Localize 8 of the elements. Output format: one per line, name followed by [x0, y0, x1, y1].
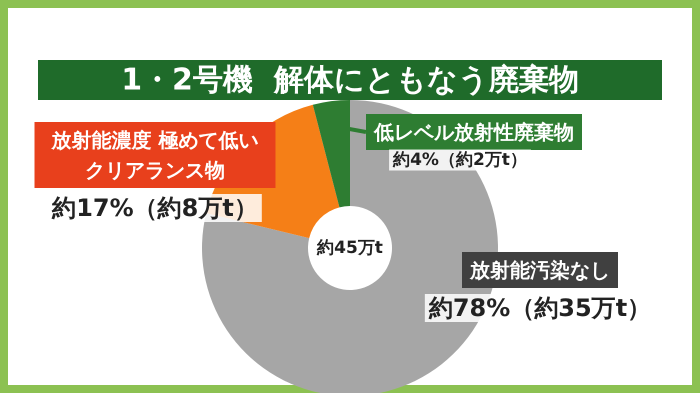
- data-label: 約4%（約2万t）: [392, 150, 527, 170]
- text: 約45万t: [316, 238, 383, 258]
- legend-label: 低レベル放射性廃棄物: [373, 120, 574, 144]
- chart-title: 1・2号機 解体にともなう廃棄物: [121, 62, 579, 98]
- data-label: 約17%（約8万t）: [51, 194, 258, 222]
- slice-label: 放射能汚染なし: [469, 258, 610, 282]
- data-label: 約78%（約35万t）: [428, 294, 652, 322]
- slice-label: 放射能濃度 極めて低いクリアランス物: [50, 128, 258, 182]
